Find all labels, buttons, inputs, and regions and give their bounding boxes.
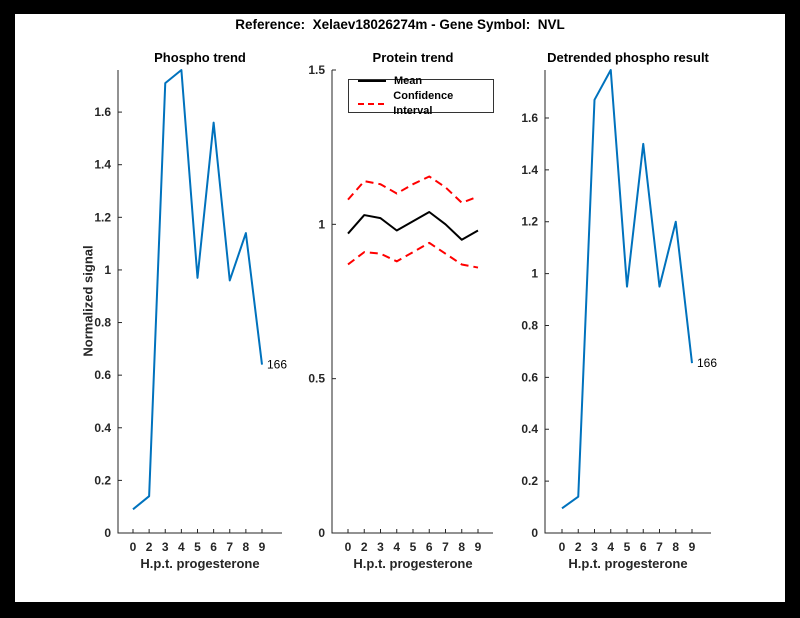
series-end-annotation: 166	[267, 358, 287, 372]
subplot3-title: Detrended phospho result	[547, 50, 709, 65]
legend-mean-label: Mean	[394, 74, 423, 87]
y-tick-label: 0.4	[94, 421, 111, 435]
x-tick-label: 6	[640, 540, 647, 554]
x-tick-label: 7	[226, 540, 233, 554]
x-tick-label: 5	[194, 540, 201, 554]
y-axis-label: Normalized signal	[80, 245, 96, 357]
y-tick-label: 0	[318, 526, 325, 540]
x-tick-label: 3	[162, 540, 169, 554]
subplot2-x-axis-label: H.p.t. progesterone	[353, 556, 473, 571]
series-line-detrended-phospho	[561, 69, 693, 510]
axes-frame	[544, 70, 711, 534]
y-tick-label: 1.4	[521, 163, 538, 177]
series-line-confidence-interval-upper	[347, 175, 479, 204]
y-tick-label: 0.8	[94, 316, 111, 330]
series-line-mean	[347, 210, 479, 241]
x-tick-label: 8	[243, 540, 250, 554]
x-tick-label: 7	[442, 540, 449, 554]
x-tick-label: 3	[591, 540, 598, 554]
x-tick-label: 7	[656, 540, 663, 554]
figure-title: Reference: Xelaev18026274m - Gene Symbol…	[235, 17, 565, 32]
axes-frame	[331, 70, 493, 534]
y-tick-label: 1	[318, 217, 325, 231]
x-tick-label: 6	[426, 540, 433, 554]
legend-entry-mean: Mean	[349, 74, 493, 89]
x-tick-label: 2	[575, 540, 582, 554]
legend-ci-line-sample	[358, 102, 386, 105]
y-tick-label: 1.2	[521, 215, 538, 229]
legend-entry-confidence-interval: Confidence Interval	[349, 89, 493, 119]
x-tick-label: 0	[559, 540, 566, 554]
y-tick-label: 1.5	[308, 63, 325, 77]
x-tick-label: 9	[259, 540, 266, 554]
x-tick-label: 8	[672, 540, 679, 554]
y-tick-label: 1.4	[94, 158, 111, 172]
x-tick-label: 5	[624, 540, 631, 554]
y-tick-label: 0	[531, 526, 538, 540]
y-tick-label: 0.4	[521, 422, 538, 436]
subplot-protein-trend: 0 2 3 4 5 6 7 8 900.511.5	[308, 63, 493, 554]
x-tick-label: 4	[607, 540, 614, 554]
x-tick-label: 9	[689, 540, 696, 554]
x-tick-label: 2	[361, 540, 368, 554]
x-tick-label: 8	[458, 540, 465, 554]
x-tick-label: 3	[377, 540, 384, 554]
x-tick-label: 9	[475, 540, 482, 554]
y-tick-label: 1.6	[94, 105, 111, 119]
x-tick-label: 5	[410, 540, 417, 554]
subplot1-x-axis-label: H.p.t. progesterone	[140, 556, 260, 571]
y-tick-label: 0.2	[94, 473, 111, 487]
x-tick-label: 4	[178, 540, 185, 554]
subplot1-title: Phospho trend	[154, 50, 246, 65]
x-tick-label: 0	[130, 540, 137, 554]
series-line-confidence-interval-lower	[347, 241, 479, 269]
y-tick-label: 1	[104, 263, 111, 277]
x-tick-label: 6	[210, 540, 217, 554]
x-tick-label: 4	[393, 540, 400, 554]
legend: Mean Confidence Interval	[348, 75, 494, 117]
subplot2-title: Protein trend	[372, 50, 454, 65]
axes-frame	[117, 70, 282, 534]
x-tick-label: 2	[146, 540, 153, 554]
y-tick-label: 0	[104, 526, 111, 540]
y-tick-label: 0.2	[521, 474, 538, 488]
legend-ci-label: Confidence Interval	[393, 89, 454, 117]
y-tick-label: 1.6	[521, 111, 538, 125]
subplot3-x-axis-label: H.p.t. progesterone	[568, 556, 688, 571]
x-tick-label: 0	[345, 540, 352, 554]
series-line-phospho	[132, 69, 263, 511]
legend-mean-line-sample	[358, 80, 386, 82]
y-tick-label: 1	[531, 267, 538, 281]
y-tick-label: 1.2	[94, 210, 111, 224]
y-tick-label: 0.5	[308, 372, 325, 386]
y-tick-label: 0.8	[521, 318, 538, 332]
y-tick-label: 0.6	[94, 368, 111, 382]
series-end-annotation: 166	[697, 356, 717, 370]
y-tick-label: 0.6	[521, 370, 538, 384]
